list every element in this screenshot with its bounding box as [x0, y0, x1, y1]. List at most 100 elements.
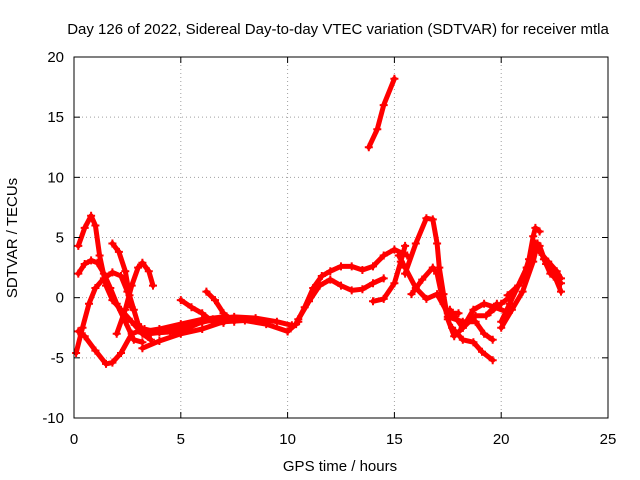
data-point-arc23: [529, 257, 538, 266]
data-point-arc12: [337, 281, 345, 290]
data-point-arc17: [439, 299, 448, 308]
data-point-arc23: [497, 323, 506, 332]
data-point-arc6: [149, 281, 157, 290]
data-point-arc8: [251, 314, 260, 323]
data-point-arc4: [74, 327, 83, 336]
y-tick-label: -10: [42, 410, 64, 427]
axis-ticks: 0 5 10 15 20 25 -10 -5 0 5 10 15 20: [42, 49, 616, 448]
data-point-arc7: [155, 337, 164, 345]
series-line-arc2: [75, 257, 145, 345]
x-tick-label: 15: [386, 431, 403, 448]
data-point-arc12: [305, 297, 313, 306]
data-point-arc2: [80, 260, 89, 268]
data-point-arc4: [102, 359, 110, 368]
data-point-arc7: [176, 329, 185, 338]
data-point-arc17: [407, 290, 416, 299]
data-point-arc10: [230, 317, 239, 326]
data-point-arc16: [482, 311, 491, 320]
data-point-arc2: [112, 299, 121, 308]
data-point-arc22: [514, 281, 523, 290]
data-point-arc11: [292, 320, 301, 329]
series-line-arc17: [409, 265, 496, 343]
data-point-arc3: [99, 274, 108, 283]
data-point-arc2: [93, 258, 102, 267]
y-tick-label: 5: [56, 230, 64, 247]
data-point-arc10: [211, 296, 219, 305]
data-point-arc8: [272, 317, 281, 326]
data-point-arc9: [198, 309, 207, 318]
data-point-arc5: [114, 247, 123, 256]
data-point-arc15: [454, 309, 463, 318]
data-point-arc20: [535, 227, 544, 236]
y-tick-label: 15: [47, 109, 64, 126]
data-point-arc17: [488, 335, 497, 344]
data-point-arc16: [422, 214, 431, 223]
data-point-arc6: [144, 267, 153, 276]
y-tick-label: 20: [47, 49, 64, 66]
data-point-arc14: [390, 279, 399, 288]
data-point-arc16: [433, 239, 442, 248]
data-point-arc1: [95, 251, 104, 260]
data-point-arc19: [480, 299, 489, 308]
x-tick-label: 25: [600, 431, 617, 448]
data-point-arc4: [108, 358, 117, 367]
data-point-arc14: [379, 294, 388, 303]
data-point-arc5: [108, 239, 117, 248]
data-point-arc19: [469, 305, 478, 314]
data-point-arc12: [369, 279, 377, 288]
data-point-arc23: [507, 305, 516, 314]
data-point-arc1: [74, 241, 83, 250]
data-point-arc20: [531, 223, 540, 232]
data-point-arc11: [326, 267, 335, 276]
data-point-arc11: [347, 262, 356, 271]
data-point-arc13: [390, 74, 399, 83]
data-point-arc11: [337, 262, 345, 271]
data-point-arc17: [443, 312, 452, 321]
data-point-arc12: [294, 315, 303, 324]
data-point-arc17: [428, 263, 437, 272]
data-point-arc3: [85, 299, 93, 308]
data-point-arc19: [445, 305, 454, 314]
data-point-arc22: [557, 287, 565, 296]
data-point-arc17: [418, 275, 427, 284]
data-point-arc6: [138, 258, 147, 267]
data-point-arc11: [358, 266, 367, 274]
data-point-arc20: [497, 299, 506, 308]
data-point-arc23: [518, 287, 527, 296]
data-point-arc10: [202, 287, 211, 296]
data-point-arc7: [198, 325, 207, 333]
data-point-arc8: [144, 329, 153, 338]
data-point-arc22: [503, 291, 512, 300]
chart-title: Day 126 of 2022, Sidereal Day-to-day VTE…: [67, 21, 609, 38]
data-point-arc19: [458, 323, 467, 332]
data-point-arc15: [422, 294, 431, 303]
data-point-arc16: [401, 269, 410, 278]
data-point-arc3: [91, 284, 100, 292]
data-point-arc5: [140, 327, 149, 336]
data-point-arc4: [127, 329, 136, 338]
data-point-arc20: [529, 232, 538, 241]
data-point-arc11: [369, 262, 377, 271]
data-point-arc9: [219, 318, 228, 327]
data-point-arc3: [78, 323, 87, 332]
data-point-arc17: [471, 317, 480, 326]
data-point-arc12: [379, 274, 388, 283]
data-point-arc14: [401, 241, 410, 250]
data-point-arc14: [369, 297, 377, 306]
data-point-arc13: [364, 143, 373, 152]
series-line-arc13: [366, 76, 397, 150]
data-point-arc6: [134, 263, 143, 272]
data-point-arc13: [379, 101, 388, 110]
data-point-arc18: [458, 335, 467, 344]
data-point-arc21: [505, 299, 514, 308]
data-point-arc3: [108, 268, 117, 277]
data-point-arc12: [347, 286, 356, 295]
data-point-arc9: [208, 317, 217, 326]
grid-lines: [74, 57, 608, 418]
data-point-arc12: [326, 275, 335, 284]
x-tick-label: 0: [70, 431, 78, 448]
series-line-arc1: [75, 213, 154, 343]
data-point-arc4: [91, 346, 100, 355]
data-point-arc11: [283, 327, 292, 336]
data-point-arc4: [80, 332, 89, 341]
